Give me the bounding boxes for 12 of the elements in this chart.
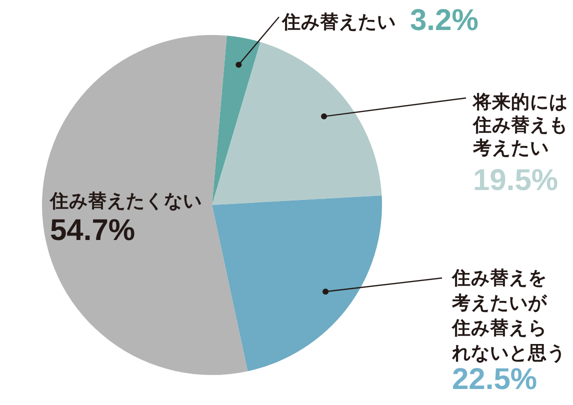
pie-slice — [212, 36, 260, 205]
pie-slice — [212, 196, 382, 372]
slice-label: 住み替えを考えたいが住み替えられないと思う — [451, 267, 566, 364]
data-label: 19.5% — [473, 164, 558, 197]
slice-label: 将来的には住み替えも考えたい — [472, 91, 568, 159]
pie-slice — [42, 35, 248, 375]
slice-label: 住み替えたい — [281, 11, 396, 33]
data-label: 3.2% — [410, 4, 478, 37]
data-label: 54.7% — [50, 214, 136, 247]
data-label: 22.5% — [452, 363, 538, 396]
pie-slice — [212, 42, 382, 205]
slice-label: 住み替えたくない — [49, 190, 202, 212]
